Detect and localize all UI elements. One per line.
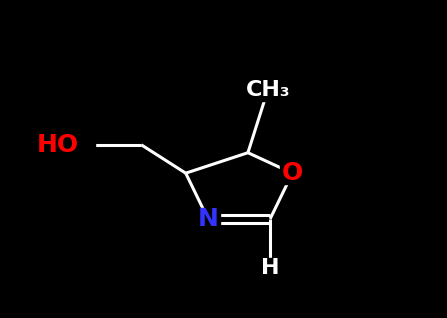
Text: N: N [198,207,219,231]
Bar [250,79,304,101]
Text: H: H [261,258,279,278]
Bar [259,258,281,277]
Text: O: O [282,161,303,185]
Text: HO: HO [37,133,79,157]
Bar [280,162,304,184]
Bar [55,134,95,156]
Bar [196,208,220,230]
Text: CH₃: CH₃ [245,80,290,100]
